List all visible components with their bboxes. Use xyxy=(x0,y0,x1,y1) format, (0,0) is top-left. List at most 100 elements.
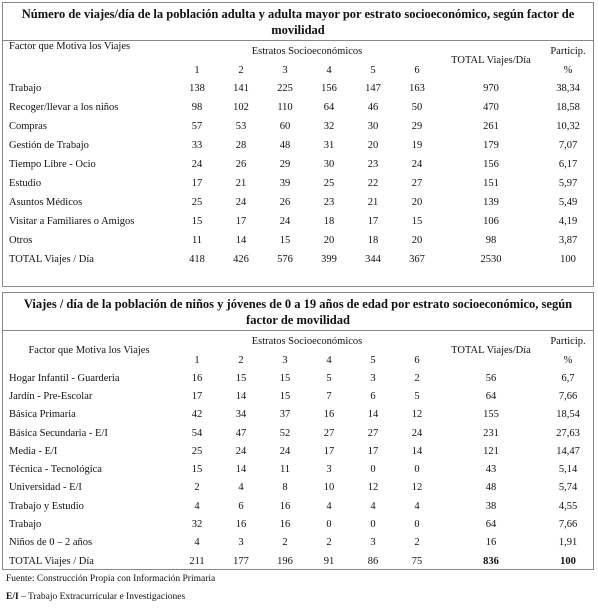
row-label: Universidad - E/I xyxy=(9,482,82,494)
data-row: Media - E/I 25 24 24 17 17 14 121 14,47 xyxy=(3,442,593,460)
row-label: Media - E/I xyxy=(9,445,58,457)
cell: 14 xyxy=(367,409,379,421)
row-label: Gestión de Trabajo xyxy=(9,140,89,151)
cell: 24 xyxy=(279,445,291,457)
percent-header: % xyxy=(563,354,573,366)
cell: 106 xyxy=(483,216,499,227)
row-label: Técnica - Tecnológica xyxy=(9,464,102,476)
cell: 179 xyxy=(483,140,499,151)
cell: 139 xyxy=(483,197,499,208)
cell: 196 xyxy=(277,555,293,567)
cell: 163 xyxy=(409,83,425,94)
cell: 6 xyxy=(370,390,376,402)
row-label: Trabajo xyxy=(9,83,42,94)
stratum-number: 5 xyxy=(370,64,376,76)
cell: 91 xyxy=(323,555,335,567)
table-title: Viajes / día de la población de niños y … xyxy=(3,293,593,331)
cell: 147 xyxy=(365,83,381,94)
cell: 24 xyxy=(411,427,423,439)
abbr: E/I xyxy=(6,592,19,602)
cell: 20 xyxy=(367,140,379,151)
table-title: Número de viajes/día de la población adu… xyxy=(3,3,593,41)
cell: 57 xyxy=(191,121,203,132)
cell: 10,32 xyxy=(556,121,580,132)
stratum-number: 6 xyxy=(414,354,420,366)
cell: 3,87 xyxy=(558,235,578,246)
cell: 225 xyxy=(277,83,293,94)
row-label: Tiempo Libre - Ocio xyxy=(9,159,96,170)
cell: 16 xyxy=(279,500,291,512)
cell: 6,7 xyxy=(561,372,575,384)
particip-header: Particip. xyxy=(550,45,586,57)
cell: 7,66 xyxy=(558,519,578,531)
stratum-number: 1 xyxy=(194,64,200,76)
data-row: Universidad - E/I 2 4 8 10 12 12 48 5,74 xyxy=(3,479,593,497)
cell: 4,55 xyxy=(558,500,578,512)
cell: 3 xyxy=(238,537,244,549)
cell: 30 xyxy=(323,159,335,170)
cell: 231 xyxy=(483,427,499,439)
cell: 26 xyxy=(235,159,247,170)
cell: 20 xyxy=(411,197,423,208)
cell: 24 xyxy=(411,159,423,170)
cell: 43 xyxy=(485,464,497,476)
cell: 2 xyxy=(194,482,200,494)
cell: 28 xyxy=(235,140,247,151)
cell: 14 xyxy=(411,445,423,457)
cell: 15 xyxy=(411,216,423,227)
row-label: Básica Primaria xyxy=(9,409,76,421)
cell: 15 xyxy=(279,372,291,384)
cell: 0 xyxy=(326,519,332,531)
cell: 14 xyxy=(235,390,247,402)
data-row: Trabajo y Estudio 4 6 16 4 4 4 38 4,55 xyxy=(3,497,593,515)
cell: 15 xyxy=(191,464,203,476)
cell: 42 xyxy=(191,409,203,421)
row-label: Estudio xyxy=(9,178,42,189)
cell: 970 xyxy=(483,83,499,94)
cell: 16 xyxy=(485,537,497,549)
cell: 12 xyxy=(367,482,379,494)
cell: 4 xyxy=(414,500,420,512)
cell: 22 xyxy=(367,178,379,189)
cell: 47 xyxy=(235,427,247,439)
stratum-number: 3 xyxy=(282,64,288,76)
cell: 4 xyxy=(238,482,244,494)
cell: 2 xyxy=(326,537,332,549)
cell: 75 xyxy=(411,555,423,567)
cell: 16 xyxy=(191,372,203,384)
cell: 0 xyxy=(414,464,420,476)
table-box: Número de viajes/día de la población adu… xyxy=(2,2,594,287)
cell: 31 xyxy=(323,140,335,151)
cell: 39 xyxy=(279,178,291,189)
cell: 141 xyxy=(233,83,249,94)
cell: 14,47 xyxy=(556,445,580,457)
cell: 18,54 xyxy=(556,409,580,421)
data-row: Técnica - Tecnológica 15 14 11 3 0 0 43 5,14 xyxy=(3,460,593,478)
cell: 38,34 xyxy=(556,83,580,94)
row-label: Trabajo xyxy=(9,519,42,531)
cell: 261 xyxy=(483,121,499,132)
cell: 52 xyxy=(279,427,291,439)
cell: 24 xyxy=(235,197,247,208)
cell: 100 xyxy=(560,555,576,567)
cell: 30 xyxy=(367,121,379,132)
cell: 6,17 xyxy=(558,159,578,170)
factor-header: Factor que Motiva los Viajes xyxy=(28,344,150,356)
cell: 17 xyxy=(367,216,379,227)
cell: 23 xyxy=(323,197,335,208)
cell: 110 xyxy=(277,102,293,113)
cell: 17 xyxy=(323,445,335,457)
cell: 24 xyxy=(235,445,247,457)
cell: 20 xyxy=(323,235,335,246)
row-label: TOTAL Viajes / Día xyxy=(9,555,94,567)
cell: 27 xyxy=(367,427,379,439)
data-row: Asuntos Médicos 25 24 26 23 21 20 139 5,49 xyxy=(3,193,593,212)
cell: 8 xyxy=(282,482,288,494)
cell: 426 xyxy=(233,254,249,265)
data-row: Compras 57 53 60 32 30 29 261 10,32 xyxy=(3,117,593,136)
data-row: Hogar Infantil - Guarderia 16 15 15 5 3 2 56 6,7 xyxy=(3,369,593,387)
cell: 24 xyxy=(279,216,291,227)
cell: 34 xyxy=(235,409,247,421)
data-row: Tiempo Libre - Ocio 24 26 29 30 23 24 156 6,17 xyxy=(3,155,593,174)
header-row: 1 2 3 4 5 6% xyxy=(3,61,593,79)
